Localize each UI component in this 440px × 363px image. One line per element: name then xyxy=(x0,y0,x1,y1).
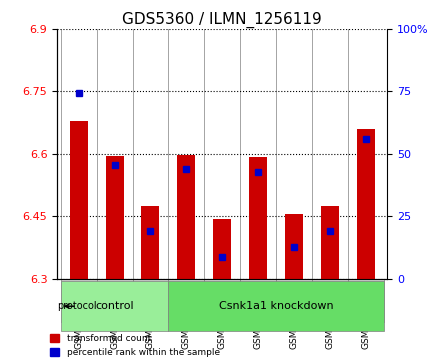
FancyBboxPatch shape xyxy=(61,281,169,331)
Bar xyxy=(142,206,159,278)
Bar xyxy=(70,121,88,278)
Bar xyxy=(106,156,124,278)
Bar xyxy=(321,206,339,278)
Text: protocol: protocol xyxy=(57,301,97,311)
Legend: transformed count, percentile rank within the sample: transformed count, percentile rank withi… xyxy=(48,332,221,359)
Bar xyxy=(213,219,231,278)
Bar xyxy=(285,214,303,278)
Bar xyxy=(357,129,374,278)
Text: Csnk1a1 knockdown: Csnk1a1 knockdown xyxy=(219,301,334,311)
Title: GDS5360 / ILMN_1256119: GDS5360 / ILMN_1256119 xyxy=(122,12,322,28)
Bar xyxy=(177,155,195,278)
FancyBboxPatch shape xyxy=(169,281,384,331)
Bar xyxy=(249,157,267,278)
Text: control: control xyxy=(95,301,134,311)
